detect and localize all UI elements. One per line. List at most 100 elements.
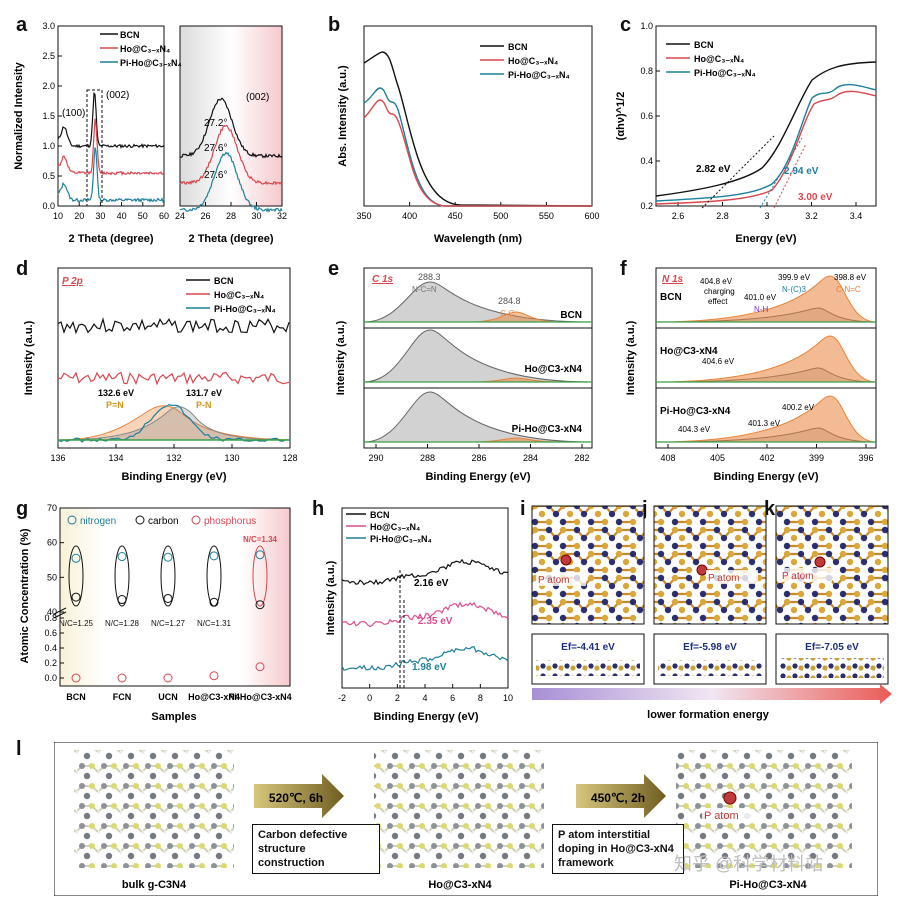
- d-peak2-be: 131.7 eV: [186, 388, 222, 398]
- f-x-tick-label: 396: [858, 453, 873, 463]
- legend-h-bcn: BCN: [370, 510, 390, 520]
- zoom-peak-bcn: 27.2°: [204, 118, 227, 129]
- scheme-name-ho: Ho@C3-xN4: [428, 879, 492, 891]
- xlabel-a-zoom: 2 Theta (degree): [189, 233, 274, 245]
- xlabel-f: Binding Energy (eV): [713, 471, 818, 483]
- legend-h-pi: Pi-Ho@C₃₋ₓN₄: [370, 534, 432, 544]
- ylabel-c: (αhν)^1/2: [615, 92, 627, 141]
- f-x-tick-label: 405: [710, 453, 725, 463]
- az-x-tick-label: 30: [251, 211, 261, 221]
- b-x-tick-label: 550: [539, 211, 554, 221]
- b-line-bcn: [363, 51, 593, 207]
- scheme-step2: 450℃, 2h: [591, 791, 645, 805]
- f-row-pi: Pi-Ho@C3-xN4: [660, 406, 731, 417]
- panel-label-d: d: [16, 258, 29, 280]
- h-vbm-ho: 2.35 eV: [418, 616, 453, 627]
- a-line-0: [57, 91, 165, 149]
- side-view-j: [658, 660, 762, 676]
- c-y-tick-label: 0.8: [640, 66, 653, 76]
- legend-g-nitrogen: nitrogen: [80, 516, 116, 527]
- e-peak1-label: N-C=N: [412, 285, 437, 294]
- chart-e: 290 288 286 284 282 C 1s 288.3 N-C=N 284.8 C…: [335, 267, 593, 483]
- xlabel-g: Samples: [151, 711, 196, 723]
- b-x-tick-label: 450: [448, 211, 463, 221]
- g-carbon-point: [255, 600, 265, 610]
- zoom-002-label: (002): [246, 92, 269, 103]
- h-x-tick-label: 4: [422, 693, 427, 703]
- e-row-ho: Ho@C3-xN4: [524, 364, 582, 375]
- zoom-background: [180, 26, 282, 206]
- g-phosphorus-point: [163, 673, 173, 683]
- formation-energy-arrow: [532, 684, 892, 704]
- az-x-tick-label: 28: [226, 211, 236, 221]
- d-title: P 2p: [62, 276, 83, 287]
- ylabel-b: Abs. Intensity (a.u.): [337, 65, 349, 167]
- a-zoom-line-0: [179, 97, 283, 159]
- g-carbon-point: [209, 597, 219, 607]
- scheme-name-pi: Pi-Ho@C3-xN4: [729, 879, 807, 891]
- f-row-ho: Ho@C3-xN4: [660, 346, 718, 357]
- a-y-tick-label: 1.0: [42, 141, 55, 151]
- bulk-structure: [74, 750, 234, 868]
- xlabel-a: 2 Theta (degree): [69, 233, 154, 245]
- g-category-label: Ho@C3-xN4: [188, 692, 240, 702]
- scheme-step1: 520℃, 6h: [269, 791, 323, 805]
- p-atom-label-j: P atom: [708, 573, 740, 584]
- synthesis-scheme: P atom 520℃, 6h 450℃, 2h Carbon defectiv…: [54, 742, 878, 896]
- c-gap-pi: 2.94 eV: [784, 166, 819, 177]
- c-x-tick-label: 3.2: [805, 211, 818, 221]
- dft-structures: P atom P atom P atom Ef=-4.41 eV Ef=-5.9…: [531, 505, 892, 721]
- c-y-tick-label: 0.6: [640, 111, 653, 121]
- scheme-arrow-2: [576, 774, 666, 818]
- g-y-up-tick-label: 40: [47, 607, 57, 617]
- ylabel-f: Intensity (a.u.): [625, 320, 637, 395]
- f-title: N 1s: [662, 274, 684, 285]
- b-x-tick-label: 350: [356, 211, 371, 221]
- e-x-tick-label: 284: [523, 453, 538, 463]
- g-nitrogen-point: [71, 553, 81, 563]
- g-category-label: Pi-Ho@C3-xN4: [228, 692, 291, 702]
- g-ellipse-0: [68, 545, 84, 607]
- a-y-tick-label: 3.0: [42, 21, 55, 31]
- g-ratio-label: N/C=1.28: [105, 619, 140, 628]
- b-line-pi: [363, 87, 592, 207]
- panel-label-b: b: [328, 14, 341, 36]
- e-peak-ncn-2: [363, 391, 593, 443]
- d-line-ho: [57, 371, 290, 386]
- ylabel-e: Intensity (a.u.): [335, 320, 347, 395]
- g-y-up-tick-label: 60: [47, 538, 57, 548]
- p-atom-label-i: P atom: [538, 575, 570, 586]
- xlabel-h: Binding Energy (eV): [373, 711, 478, 723]
- c-line-ho: [655, 90, 877, 205]
- xlabel-b: Wavelength (nm): [434, 233, 523, 245]
- c-y-tick-label: 1.0: [640, 21, 653, 31]
- c-gap-bcn: 2.82 eV: [696, 164, 731, 175]
- a-x-tick-label: 30: [95, 211, 105, 221]
- p-atom-label-k: P atom: [782, 571, 814, 582]
- g-phosphorus-point: [117, 673, 127, 683]
- a-x-tick-label: 60: [159, 211, 169, 221]
- d-line-bcn: [57, 316, 290, 335]
- ylabel-h: Intensity (a.u.): [325, 560, 337, 635]
- xlabel-d: Binding Energy (eV): [121, 471, 226, 483]
- a-y-tick-label: 0.5: [42, 171, 55, 181]
- g-category-label: FCN: [113, 692, 132, 702]
- g-ratio-label: N/C=1.25: [59, 619, 94, 628]
- legend-a-bcn: BCN: [120, 30, 140, 40]
- a-line-1: [57, 118, 165, 176]
- e-x-tick-label: 288: [420, 453, 435, 463]
- ef-k: Ef=-7.05 eV: [805, 642, 859, 653]
- h-x-tick-label: 10: [503, 693, 513, 703]
- d-peak1-label: P=N: [106, 400, 124, 410]
- f-peak-404-8: 404.8 eV: [700, 277, 733, 286]
- structure-k: [775, 505, 889, 625]
- e-x-tick-label: 286: [471, 453, 486, 463]
- h-line-ho: [341, 601, 509, 628]
- b-line-ho: [363, 99, 592, 207]
- formation-energy-label: lower formation energy: [647, 709, 770, 721]
- a-y-tick-label: 2.5: [42, 51, 55, 61]
- panel-label-l: l: [16, 738, 22, 760]
- panel-label-h: h: [312, 498, 325, 520]
- c-y-tick-label: 0.4: [640, 156, 653, 166]
- h-line-pi: [341, 646, 509, 671]
